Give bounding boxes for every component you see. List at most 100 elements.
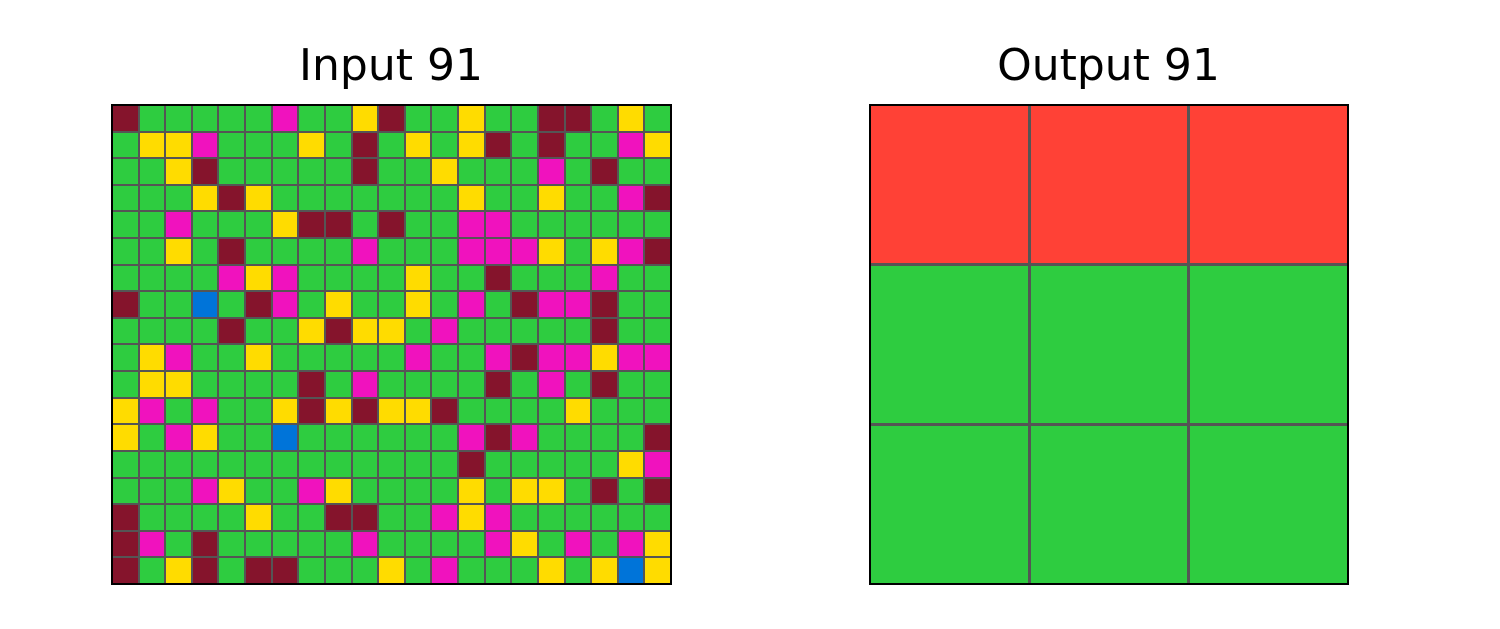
input-grid-cell	[592, 318, 617, 344]
input-grid-cell	[192, 239, 218, 264]
input-grid-cell	[459, 451, 484, 477]
input-grid-cell	[565, 558, 591, 583]
input-grid-cell	[485, 398, 511, 424]
input-grid-cell	[139, 558, 165, 583]
input-grid-cell	[459, 318, 484, 344]
input-grid-cell	[432, 558, 458, 583]
input-grid-cell	[272, 239, 298, 264]
input-grid-cell	[459, 132, 484, 158]
input-grid-cell	[432, 531, 458, 557]
input-grid-cell	[459, 265, 484, 291]
input-grid-cell	[618, 132, 644, 158]
input-grid-cell	[592, 398, 617, 424]
input-grid-cell	[432, 212, 458, 238]
input-grid-cell	[246, 425, 271, 450]
input-grid-cell	[299, 239, 324, 264]
input-grid-cell	[352, 239, 378, 264]
input-grid-cell	[166, 345, 191, 371]
input-grid-cell	[432, 318, 458, 344]
output-grid-cell	[871, 426, 1028, 583]
input-grid-cell	[219, 451, 245, 477]
input-grid-cell	[325, 531, 351, 557]
input-grid-cell	[618, 212, 644, 238]
input-grid-cell	[459, 531, 484, 557]
input-grid-cell	[459, 398, 484, 424]
input-grid-cell	[512, 292, 537, 317]
input-grid-cell	[166, 478, 191, 504]
input-grid-cell	[432, 159, 458, 184]
input-grid	[111, 104, 672, 585]
input-grid-cell	[485, 265, 511, 291]
input-grid-cell	[113, 531, 138, 557]
input-grid-cell	[192, 212, 218, 238]
input-grid-cell	[246, 478, 271, 504]
input-grid-cell	[113, 265, 138, 291]
input-grid-cell	[113, 132, 138, 158]
input-grid-cell	[352, 318, 378, 344]
input-grid-cell	[512, 425, 537, 450]
input-grid-cell	[512, 239, 537, 264]
input-grid-cell	[512, 159, 537, 184]
input-grid-cell	[405, 451, 431, 477]
input-grid-cell	[246, 185, 271, 211]
input-grid-cell	[592, 239, 617, 264]
input-grid-cell	[299, 451, 324, 477]
output-grid-cell	[1190, 106, 1347, 263]
input-grid-cell	[592, 345, 617, 371]
input-grid-cell	[246, 159, 271, 184]
input-grid-cell	[538, 159, 564, 184]
input-grid-cell	[432, 425, 458, 450]
output-grid-cell	[871, 266, 1028, 423]
input-grid-cell	[113, 425, 138, 450]
input-grid-cell	[139, 451, 165, 477]
input-grid-cell	[512, 132, 537, 158]
input-grid-cell	[379, 478, 404, 504]
input-grid-cell	[219, 292, 245, 317]
input-grid-cell	[219, 372, 245, 397]
input-grid-cell	[113, 159, 138, 184]
input-grid-cell	[538, 478, 564, 504]
input-grid-cell	[166, 505, 191, 530]
input-grid-cell	[325, 106, 351, 131]
input-grid-cell	[113, 239, 138, 264]
input-grid-cell	[379, 505, 404, 530]
input-grid-cell	[299, 132, 324, 158]
input-grid-cell	[352, 185, 378, 211]
input-grid-cell	[299, 318, 324, 344]
input-grid-cell	[459, 239, 484, 264]
input-grid-cell	[432, 185, 458, 211]
input-grid-cell	[565, 451, 591, 477]
input-grid-cell	[592, 425, 617, 450]
input-grid-cell	[379, 372, 404, 397]
input-grid-cell	[113, 398, 138, 424]
input-grid-cell	[459, 558, 484, 583]
input-grid-cell	[113, 212, 138, 238]
input-grid-cell	[618, 451, 644, 477]
input-grid-cell	[459, 505, 484, 530]
input-grid-cell	[565, 239, 591, 264]
input-grid-cell	[325, 451, 351, 477]
input-grid-cell	[379, 265, 404, 291]
input-grid-cell	[538, 451, 564, 477]
input-grid-cell	[113, 292, 138, 317]
input-grid-cell	[379, 451, 404, 477]
input-grid-cell	[272, 265, 298, 291]
input-grid-cell	[192, 106, 218, 131]
input-grid-cell	[379, 558, 404, 583]
input-grid-cell	[139, 425, 165, 450]
input-grid-cell	[485, 478, 511, 504]
input-grid-cell	[299, 292, 324, 317]
input-grid-cell	[246, 345, 271, 371]
input-grid-cell	[219, 132, 245, 158]
input-grid-cell	[325, 318, 351, 344]
input-grid-cell	[645, 558, 670, 583]
input-grid-cell	[405, 425, 431, 450]
input-grid-cell	[139, 185, 165, 211]
input-grid-cell	[352, 212, 378, 238]
input-grid-cell	[538, 132, 564, 158]
input-grid-cell	[618, 159, 644, 184]
input-grid-cell	[565, 505, 591, 530]
input-grid-cell	[379, 425, 404, 450]
input-grid-cell	[459, 372, 484, 397]
input-grid-cell	[352, 478, 378, 504]
